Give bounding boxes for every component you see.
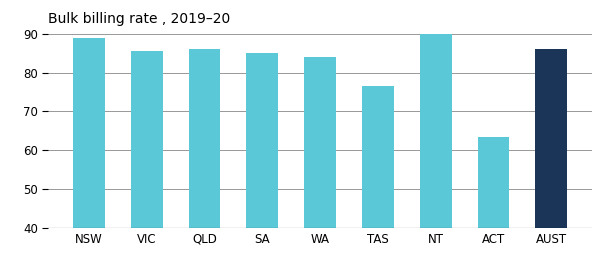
Bar [73,38,105,228]
Bar [420,34,452,228]
Bar [478,137,509,228]
Bar [304,57,336,228]
Bar [246,53,278,228]
Bar [535,49,567,228]
Bar [131,51,162,228]
Bar [362,86,394,228]
Text: Bulk billing rate , 2019–20: Bulk billing rate , 2019–20 [48,12,231,26]
Bar [188,49,220,228]
